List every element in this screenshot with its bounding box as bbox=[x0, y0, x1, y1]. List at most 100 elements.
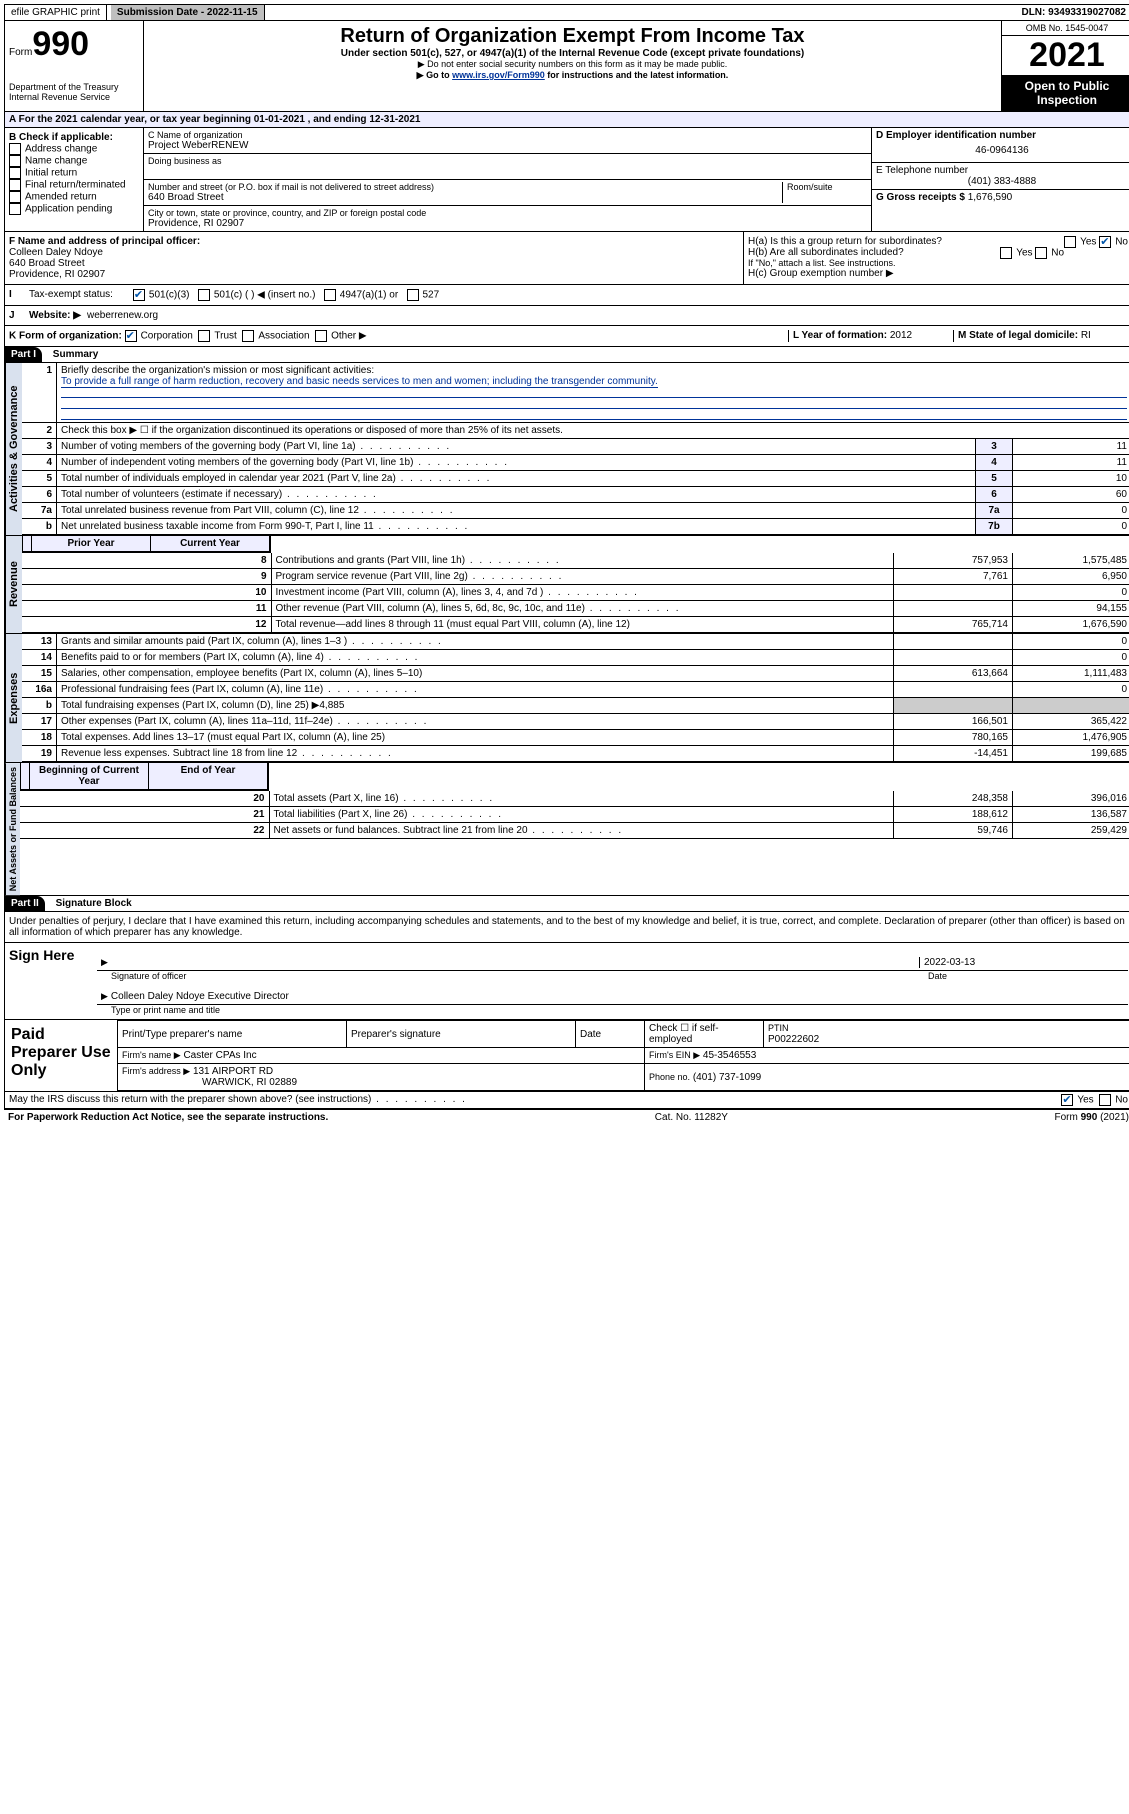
l12-c: 1,676,590 bbox=[1013, 617, 1129, 633]
row-j: J Website: ▶ weberrenew.org bbox=[4, 306, 1129, 326]
form-number: 990 bbox=[32, 25, 89, 63]
cb-527[interactable] bbox=[407, 289, 419, 301]
cb-app-pending-label: Application pending bbox=[25, 204, 112, 215]
row-k-label: K Form of organization: bbox=[9, 331, 122, 342]
firm-addr-label: Firm's address ▶ bbox=[122, 1066, 190, 1076]
l17-desc: Other expenses (Part IX, column (A), lin… bbox=[57, 714, 894, 730]
penalty-text: Under penalties of perjury, I declare th… bbox=[4, 912, 1129, 943]
revenue-table: Prior YearCurrent Year 8Contributions an… bbox=[22, 536, 1129, 633]
row-i: I Tax-exempt status: 501(c)(3) 501(c) ( … bbox=[4, 285, 1129, 306]
l18-desc: Total expenses. Add lines 13–17 (must eq… bbox=[57, 730, 894, 746]
l4-box: 4 bbox=[976, 455, 1013, 471]
cb-501c3[interactable] bbox=[133, 289, 145, 301]
box-b-label: B Check if applicable: bbox=[9, 132, 139, 143]
cb-app-pending[interactable]: Application pending bbox=[9, 203, 139, 215]
row-m: M State of legal domicile: RI bbox=[953, 330, 1128, 342]
l21-desc: Total liabilities (Part X, line 26) bbox=[269, 807, 894, 823]
part1-header-row: Part I Summary bbox=[4, 347, 1129, 363]
addr-label: Number and street (or P.O. box if mail i… bbox=[148, 182, 782, 192]
cb-other[interactable] bbox=[315, 330, 327, 342]
ha-no[interactable]: No bbox=[1115, 237, 1128, 248]
discuss-no-cb[interactable] bbox=[1099, 1094, 1111, 1106]
l7b-box: 7b bbox=[976, 519, 1013, 535]
expenses-table: 13Grants and similar amounts paid (Part … bbox=[22, 634, 1129, 762]
cb-4947[interactable] bbox=[324, 289, 336, 301]
footer-mid: Cat. No. 11282Y bbox=[655, 1112, 728, 1123]
sign-here-block: Sign Here 2022-03-13 Signature of office… bbox=[4, 943, 1129, 1020]
officer-addr2: Providence, RI 02907 bbox=[9, 269, 739, 280]
sub3-post: for instructions and the latest informat… bbox=[545, 70, 729, 80]
hb-yes[interactable]: Yes bbox=[1016, 248, 1032, 259]
l18-n: 18 bbox=[22, 730, 57, 746]
officer-name: Colleen Daley Ndoye bbox=[9, 247, 739, 258]
paid-preparer-label: Paid Preparer Use Only bbox=[5, 1020, 117, 1091]
l9-c: 6,950 bbox=[1013, 569, 1129, 585]
l5-desc: Total number of individuals employed in … bbox=[57, 471, 976, 487]
cb-assoc[interactable] bbox=[242, 330, 254, 342]
l11-c: 94,155 bbox=[1013, 601, 1129, 617]
hb-no[interactable]: No bbox=[1051, 248, 1064, 259]
l13-desc: Grants and similar amounts paid (Part IX… bbox=[57, 634, 894, 650]
prep-selfemp: Check ☐ if self-employed bbox=[645, 1021, 764, 1048]
l14-n: 14 bbox=[22, 650, 57, 666]
box-deg: D Employer identification number 46-0964… bbox=[871, 128, 1129, 231]
cb-trust[interactable] bbox=[198, 330, 210, 342]
org-name-label: C Name of organization bbox=[148, 130, 867, 140]
sig-officer-area[interactable] bbox=[101, 957, 919, 968]
box-f: F Name and address of principal officer:… bbox=[5, 232, 743, 284]
cb-corp[interactable] bbox=[125, 330, 137, 342]
cb-501c[interactable] bbox=[198, 289, 210, 301]
cb-final-return[interactable]: Final return/terminated bbox=[9, 179, 139, 191]
tax-period-row: A For the 2021 calendar year, or tax yea… bbox=[4, 112, 1129, 128]
l19-p: -14,451 bbox=[894, 746, 1013, 762]
l4-desc: Number of independent voting members of … bbox=[57, 455, 976, 471]
open-inspection: Open to Public Inspection bbox=[1002, 75, 1129, 111]
cb-name-change[interactable]: Name change bbox=[9, 155, 139, 167]
opt-501c3: 501(c)(3) bbox=[149, 290, 190, 301]
ha-yes[interactable]: Yes bbox=[1080, 237, 1096, 248]
part2-header-row: Part II Signature Block bbox=[4, 896, 1129, 912]
l19-n: 19 bbox=[22, 746, 57, 762]
discuss-yes-cb[interactable] bbox=[1061, 1094, 1073, 1106]
row-klm: K Form of organization: Corporation Trus… bbox=[4, 326, 1129, 347]
opt-501c: 501(c) ( ) ◀ (insert no.) bbox=[214, 290, 316, 301]
box-b: B Check if applicable: Address change Na… bbox=[5, 128, 144, 231]
l7a-val: 0 bbox=[1013, 503, 1129, 519]
firm-name: Caster CPAs Inc bbox=[183, 1050, 256, 1061]
cb-initial-return[interactable]: Initial return bbox=[9, 167, 139, 179]
firm-addr1: 131 AIRPORT RD bbox=[193, 1066, 273, 1077]
irs-link[interactable]: www.irs.gov/Form990 bbox=[452, 70, 545, 80]
row-l-val: 2012 bbox=[890, 330, 912, 341]
l17-p: 166,501 bbox=[894, 714, 1013, 730]
discuss-question: May the IRS discuss this return with the… bbox=[9, 1094, 1061, 1106]
submission-date-button[interactable]: Submission Date - 2022-11-15 bbox=[111, 5, 265, 20]
l21-p: 188,612 bbox=[894, 807, 1013, 823]
discuss-yes: Yes bbox=[1077, 1095, 1093, 1106]
h-b2-label: If "No," attach a list. See instructions… bbox=[748, 258, 1128, 268]
l20-p: 248,358 bbox=[894, 791, 1013, 807]
l7a-desc: Total unrelated business revenue from Pa… bbox=[57, 503, 976, 519]
cb-amended[interactable]: Amended return bbox=[9, 191, 139, 203]
footer-right: Form 990 (2021) bbox=[1055, 1112, 1129, 1123]
l16a-c: 0 bbox=[1013, 682, 1129, 698]
firm-ein: 45-3546553 bbox=[703, 1050, 756, 1061]
sig-officer-label: Signature of officer bbox=[97, 971, 928, 981]
l11-desc: Other revenue (Part VIII, column (A), li… bbox=[271, 601, 894, 617]
efile-topbar: efile GRAPHIC print Submission Date - 20… bbox=[4, 4, 1129, 21]
l10-c: 0 bbox=[1013, 585, 1129, 601]
sign-here-label: Sign Here bbox=[9, 947, 97, 1015]
firm-addr2: WARWICK, RI 02889 bbox=[122, 1077, 297, 1088]
l9-n: 9 bbox=[22, 569, 271, 585]
expenses-section: Expenses 13Grants and similar amounts pa… bbox=[4, 634, 1129, 763]
org-city: Providence, RI 02907 bbox=[148, 218, 867, 229]
l18-p: 780,165 bbox=[894, 730, 1013, 746]
form-prefix: Form bbox=[9, 47, 32, 58]
cb-address-change[interactable]: Address change bbox=[9, 143, 139, 155]
l6-box: 6 bbox=[976, 487, 1013, 503]
opt-527: 527 bbox=[423, 290, 440, 301]
l15-p: 613,664 bbox=[894, 666, 1013, 682]
l10-desc: Investment income (Part VIII, column (A)… bbox=[271, 585, 894, 601]
ag-table: 1 Briefly describe the organization's mi… bbox=[22, 363, 1129, 535]
l20-n: 20 bbox=[20, 791, 269, 807]
l12-desc: Total revenue—add lines 8 through 11 (mu… bbox=[271, 617, 894, 633]
